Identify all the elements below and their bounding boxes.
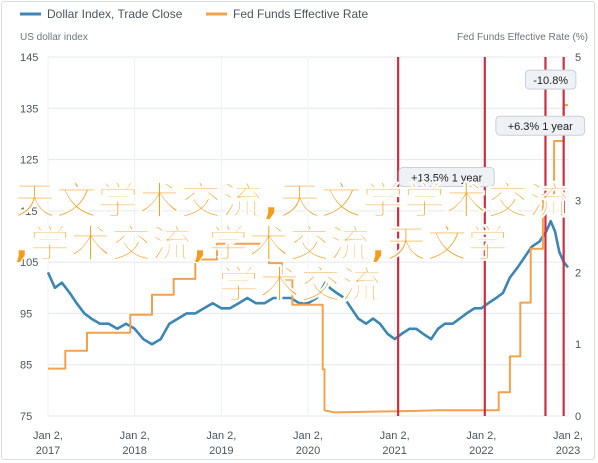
- x-tick-label-line1: Jan 2,: [120, 430, 150, 442]
- y-left-tick-label: 85: [20, 360, 32, 372]
- overlay-line-3: 学术交流: [218, 263, 382, 307]
- overlay-watermark: 天文学术交流,天文学学术交流 ,学术交流,学术交流,天文学 学术交流: [14, 179, 571, 308]
- x-tick-label-line1: Jan 2,: [553, 430, 583, 442]
- x-tick-label-line2: 2019: [209, 445, 233, 457]
- annotation-box: [495, 115, 586, 136]
- y-right-tick-label: 5: [575, 52, 581, 64]
- legend: Dollar Index, Trade Close Fed Funds Effe…: [20, 7, 369, 21]
- y-left-tick-label: 145: [20, 52, 38, 64]
- y-right-tick-label: 3: [575, 196, 581, 208]
- y-right-tick-label: 0: [575, 411, 581, 423]
- y-right-ticks: 012345: [575, 52, 581, 423]
- y-right-tick-label: 2: [575, 267, 581, 279]
- y-left-tick-label: 75: [20, 411, 32, 423]
- annotation-box: [398, 167, 495, 188]
- annotations: -10.8% +6.3% 1 year +13.5% 1 year: [398, 69, 586, 188]
- annotation-box: [524, 69, 577, 90]
- overlay-line-1: 天文学术交流,天文学学术交流: [14, 179, 570, 223]
- annotation-label: +13.5% 1 year: [411, 173, 483, 185]
- y-left-tick-label: 115: [20, 206, 38, 218]
- grid: [47, 56, 569, 417]
- y-left-axis-title: US dollar index: [20, 32, 88, 43]
- x-tick-label-line1: Jan 2,: [293, 430, 323, 442]
- y-left-tick-label: 125: [20, 155, 38, 167]
- overlay-line-2: ,学术交流,学术交流,天文学: [14, 222, 508, 266]
- x-ticks: Jan 2, 2017 Jan 2, 2018 Jan 2, 2019 Jan 2, 2020…: [33, 430, 583, 457]
- x-tick-label-line2: 2018: [122, 445, 146, 457]
- y-right-axis-title: Fed Funds Effective Rate (%): [457, 32, 588, 43]
- x-tick-label-line2: 2023: [556, 445, 580, 457]
- y-right-tick-label: 1: [575, 339, 581, 351]
- series-line-fed-funds-rate: [48, 104, 568, 414]
- x-tick-label-line2: 2017: [36, 445, 60, 457]
- legend-label-dollar[interactable]: Dollar Index, Trade Close: [47, 7, 183, 21]
- y-left-tick-label: 105: [20, 257, 38, 269]
- x-tick-label-line2: 2020: [296, 445, 320, 457]
- x-tick-label-line2: 2021: [382, 445, 406, 457]
- y-left-tick-label: 95: [20, 308, 32, 320]
- series-line-dollar-index: [46, 219, 570, 346]
- annotation-label: +6.3% 1 year: [508, 121, 573, 133]
- x-tick-label-line1: Jan 2,: [33, 430, 63, 442]
- x-tick-label-line1: Jan 2,: [380, 430, 410, 442]
- y-left-ticks: 75 85 95 105 115 125 135 145: [20, 52, 38, 423]
- legend-label-fedfunds[interactable]: Fed Funds Effective Rate: [233, 7, 369, 21]
- x-tick-label-line1: Jan 2,: [206, 430, 236, 442]
- annotation-label: -10.8%: [533, 75, 568, 87]
- series-layer: [46, 104, 570, 414]
- x-tick-label-line1: Jan 2,: [466, 430, 496, 442]
- x-tick-label-line2: 2022: [469, 445, 493, 457]
- y-left-tick-label: 135: [20, 103, 38, 115]
